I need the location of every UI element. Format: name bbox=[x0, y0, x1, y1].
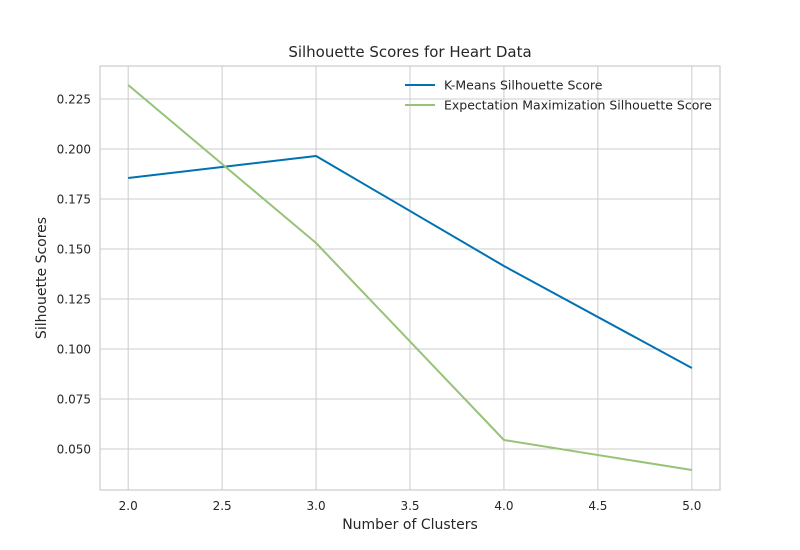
x-tick-label: 2.5 bbox=[213, 499, 232, 513]
tick-labels: 2.0 2.5 3.0 3.5 4.0 4.5 5.0 0.050 0.075 0.100 0.12… bbox=[57, 93, 702, 514]
x-axis-label: Number of Clusters bbox=[342, 517, 478, 533]
x-tick-label: 3.5 bbox=[400, 499, 419, 513]
plot-frame bbox=[99, 65, 721, 491]
y-axis-label: Silhouette Scores bbox=[34, 217, 50, 339]
chart-title: Silhouette Scores for Heart Data bbox=[288, 43, 531, 61]
y-tick-label: 0.200 bbox=[57, 143, 91, 157]
x-tick-label: 4.5 bbox=[588, 499, 607, 513]
x-tick-label: 5.0 bbox=[682, 499, 701, 513]
grid bbox=[100, 66, 720, 490]
legend: K-Means Silhouette Score Expectation Max… bbox=[405, 78, 712, 113]
y-tick-label: 0.050 bbox=[57, 443, 91, 457]
series-lines bbox=[127, 84, 693, 471]
series-line-kmeans bbox=[128, 155, 693, 369]
y-tick-label: 0.225 bbox=[57, 93, 91, 107]
legend-label-em: Expectation Maximization Silhouette Scor… bbox=[444, 98, 712, 113]
x-tick-label: 4.0 bbox=[494, 499, 513, 513]
x-tick-label: 2.0 bbox=[119, 499, 138, 513]
y-tick-label: 0.125 bbox=[57, 293, 91, 307]
y-tick-label: 0.075 bbox=[57, 393, 91, 407]
legend-label-kmeans: K-Means Silhouette Score bbox=[444, 78, 603, 93]
x-tick-label: 3.0 bbox=[307, 499, 326, 513]
y-tick-label: 0.175 bbox=[57, 193, 91, 207]
series-line-em bbox=[127, 84, 692, 471]
y-tick-label: 0.150 bbox=[57, 243, 91, 257]
y-tick-label: 0.100 bbox=[57, 343, 91, 357]
